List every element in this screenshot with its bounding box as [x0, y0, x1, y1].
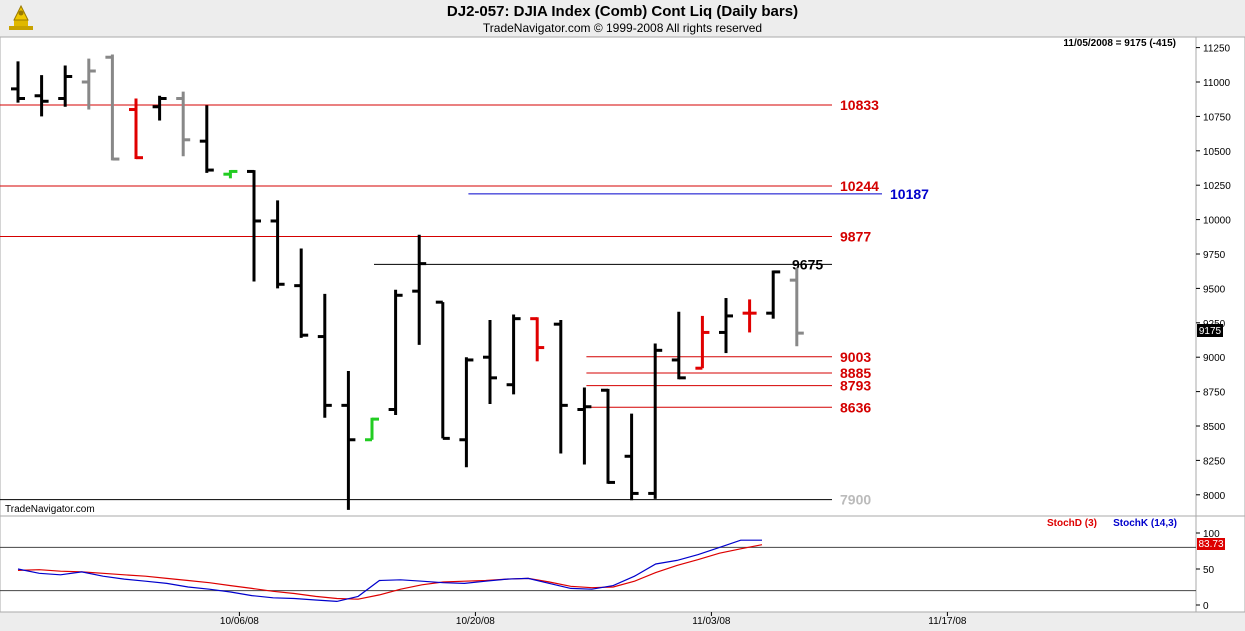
chart-subtitle: TradeNavigator.com © 1999-2008 All right…: [482, 21, 763, 35]
price-tick-label: 10000: [1203, 216, 1231, 227]
ohlc-bar: [129, 98, 143, 160]
stoch-tick-label: 0: [1203, 601, 1209, 612]
legend-stoch-k: StochK (14,3): [1113, 518, 1177, 529]
chart-header: DJ2-057: DJIA Index (Comb) Cont Liq (Dai…: [0, 0, 1245, 37]
ohlc-bar: [577, 387, 592, 465]
price-tick-label: 8000: [1203, 491, 1226, 502]
ohlc-bar: [671, 311, 686, 380]
level-label: 10833: [840, 97, 879, 113]
price-plot-area[interactable]: [0, 36, 1197, 517]
ohlc-bar: [34, 75, 49, 117]
last-price-label: 9175: [1199, 326, 1222, 337]
date-axis: 10/06/08 10/20/08 11/03/08 11/17/08: [220, 612, 967, 627]
stoch-series-line: [17, 539, 762, 603]
ohlc-bar: [81, 58, 96, 110]
ohlc-bar: [341, 370, 356, 510]
stoch-series-line: [17, 544, 763, 600]
stoch-series-lines: [17, 539, 763, 603]
ohlc-bar: [719, 298, 733, 354]
price-axis-ticks: 1125011000107501050010250100009750950092…: [1196, 44, 1231, 502]
ohlc-bar: [152, 95, 167, 121]
price-tick-label: 11250: [1203, 44, 1231, 55]
ohlc-bar: [388, 289, 403, 415]
stoch-tick-label: 50: [1203, 565, 1215, 576]
ohlc-bar: [435, 300, 450, 440]
stoch-last-box: [1197, 538, 1225, 550]
price-tick-label: 11000: [1203, 78, 1231, 89]
date-tick-label: 10/06/08: [220, 616, 259, 627]
ohlc-bar: [789, 267, 804, 347]
watermark-label: TradeNavigator.com: [5, 504, 95, 515]
ohlc-bar: [105, 54, 120, 161]
date-tick-label: 11/03/08: [692, 616, 731, 627]
ohlc-bar: [294, 248, 309, 338]
level-label: 9675: [792, 256, 823, 272]
stoch-axis-ticks: 100 50 0: [1196, 529, 1220, 612]
level-label: 9877: [840, 229, 871, 245]
price-tick-label: 8500: [1203, 422, 1226, 433]
ohlc-bar: [624, 413, 639, 501]
price-axis-area: [1195, 36, 1245, 517]
ohlc-bar: [270, 200, 285, 289]
ohlc-bar: [695, 315, 710, 370]
quote-label: 11/05/2008 = 9175 (-415): [1063, 38, 1176, 49]
price-tick-label: 9750: [1203, 250, 1226, 261]
ohlc-bar: [506, 314, 521, 395]
level-label: 8885: [840, 365, 871, 381]
ohlc-bar: [412, 234, 427, 345]
price-tick-label: 8250: [1203, 456, 1226, 467]
stoch-tick-label: 100: [1203, 529, 1220, 540]
chart-title: DJ2-057: DJIA Index (Comb) Cont Liq (Dai…: [446, 3, 799, 20]
ohlc-bar: [223, 169, 238, 179]
date-tick-label: 10/20/08: [456, 616, 495, 627]
ohlc-bar: [601, 388, 615, 484]
legend-stoch-d: StochD (3): [1047, 518, 1097, 529]
stochastic-panel: 100 50 0 StochD (3) StochK (14,3) 83.73: [0, 515, 1245, 613]
ohlc-bar: [247, 169, 261, 282]
price-tick-label: 10250: [1203, 181, 1231, 192]
ohlc-bar: [530, 317, 545, 362]
ohlc-bars: [11, 54, 804, 510]
stoch-last-label: 83.73: [1198, 539, 1223, 550]
last-price-box: [1197, 324, 1223, 337]
price-tick-label: 9000: [1203, 353, 1226, 364]
level-label: 8636: [840, 399, 871, 415]
ohlc-bar: [553, 320, 568, 454]
ohlc-bar: [742, 299, 757, 333]
ohlc-bar: [483, 320, 497, 404]
trade-navigator-logo-icon: [6, 4, 36, 37]
price-tick-label: 8750: [1203, 388, 1226, 399]
level-label: 8793: [840, 378, 871, 394]
level-label: 9003: [840, 349, 871, 365]
ohlc-bar: [648, 343, 663, 499]
level-label: 10244: [840, 178, 879, 194]
price-tick-label: 9500: [1203, 284, 1226, 295]
ohlc-bar: [58, 65, 73, 107]
ohlc-bar: [766, 270, 781, 319]
stoch-axis-area: [1195, 515, 1245, 613]
level-label: 7900: [840, 492, 871, 508]
ohlc-bar: [317, 293, 332, 418]
stoch-plot-area[interactable]: [0, 515, 1197, 613]
price-tick-label: 10500: [1203, 147, 1231, 158]
ohlc-bar: [11, 61, 25, 103]
level-label: 10187: [890, 186, 929, 202]
ohlc-bar: [365, 417, 379, 442]
ohlc-bar: [176, 91, 191, 157]
ohlc-bar: [199, 105, 214, 173]
stoch-reference-lines: [0, 546, 1196, 592]
price-tick-label: 10750: [1203, 112, 1231, 123]
ohlc-bar: [459, 357, 474, 468]
date-tick-label: 11/17/08: [928, 616, 967, 627]
